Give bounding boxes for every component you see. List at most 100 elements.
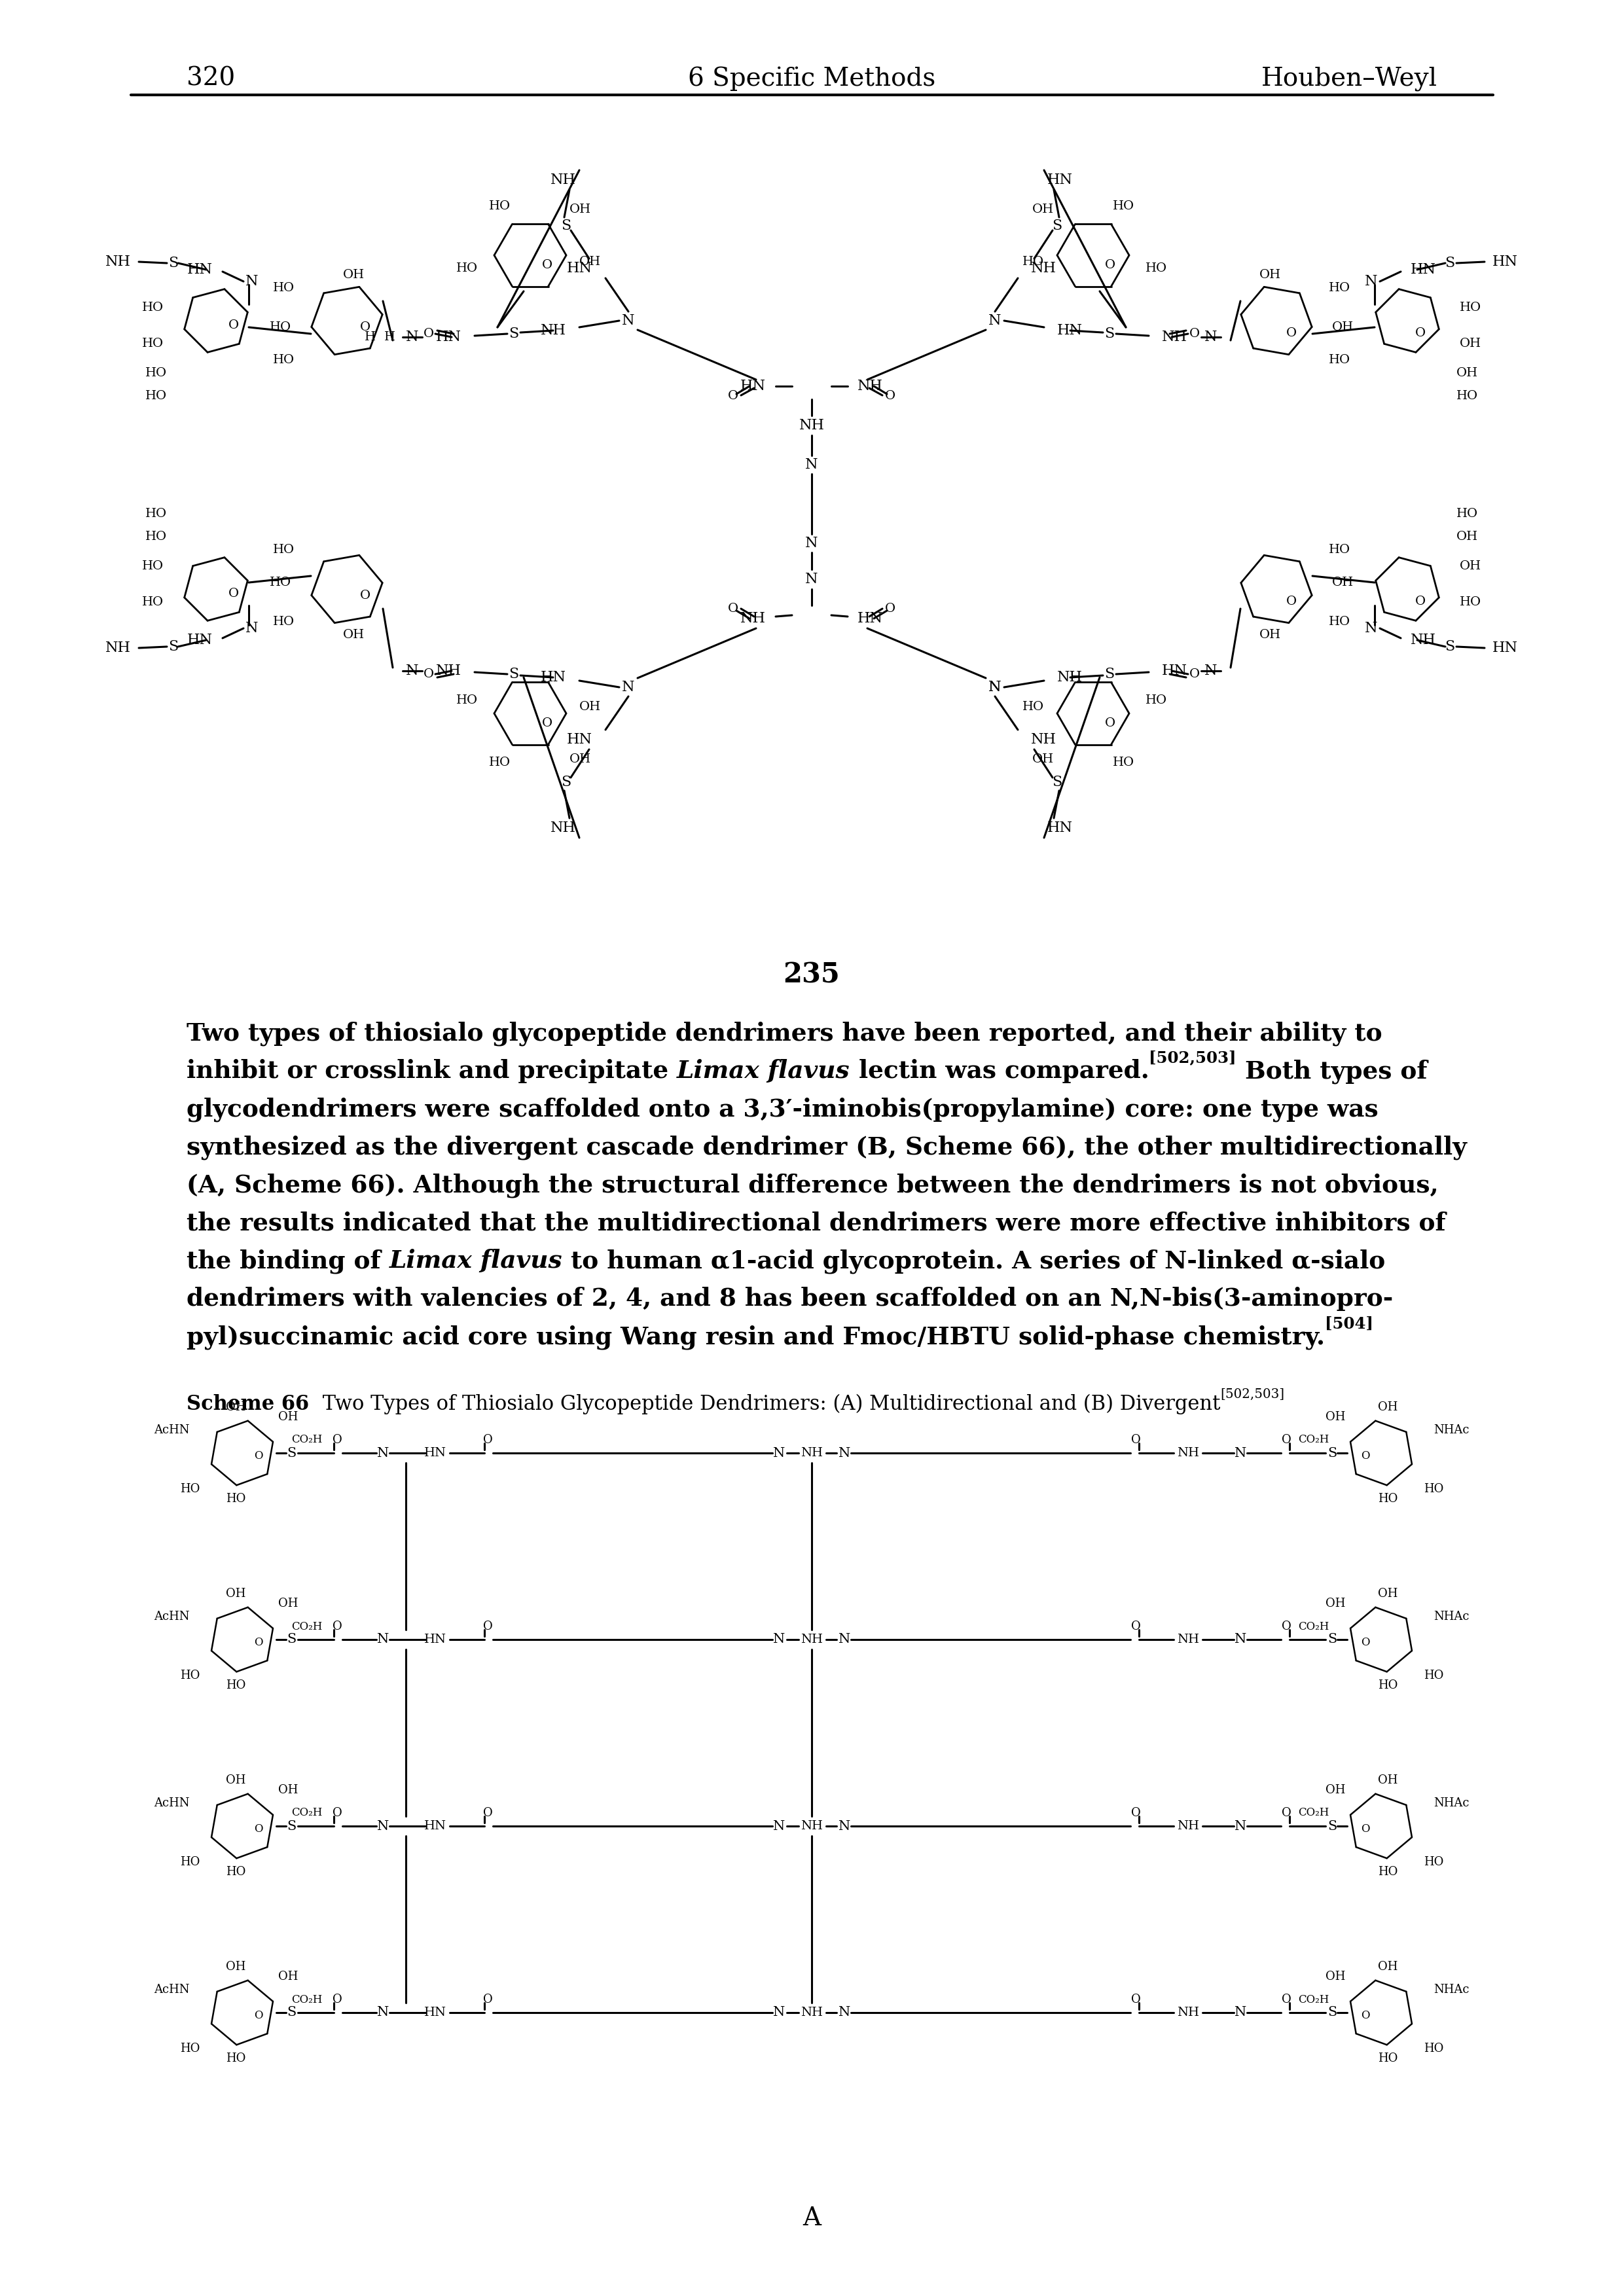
Text: N: N xyxy=(1364,273,1377,289)
Text: [502,503]: [502,503] xyxy=(1220,1389,1285,1401)
Text: OH: OH xyxy=(1457,367,1478,379)
Text: synthesized as the divergent cascade dendrimer (B, Scheme 66), the other multidi: synthesized as the divergent cascade den… xyxy=(187,1134,1466,1159)
Text: N: N xyxy=(989,680,1002,693)
Text: Houben–Weyl: Houben–Weyl xyxy=(1262,67,1437,92)
Text: NH: NH xyxy=(1161,331,1187,344)
Text: N: N xyxy=(773,2007,784,2018)
Text: AcHN: AcHN xyxy=(154,1984,190,1995)
Text: S: S xyxy=(1327,1821,1337,1832)
Text: to human α1-acid glycoprotein. A series of N-linked α-sialo: to human α1-acid glycoprotein. A series … xyxy=(562,1249,1385,1274)
Text: OH: OH xyxy=(570,753,591,765)
Text: HO: HO xyxy=(1328,615,1351,627)
Text: OH: OH xyxy=(278,1412,299,1424)
Text: OH: OH xyxy=(226,1401,245,1412)
Text: HO: HO xyxy=(180,1855,200,1869)
Text: N: N xyxy=(377,1446,388,1460)
Text: O: O xyxy=(542,716,552,730)
Text: HO: HO xyxy=(145,390,167,402)
Text: N: N xyxy=(838,2007,851,2018)
Text: S: S xyxy=(1327,1632,1337,1646)
Text: S: S xyxy=(286,2007,296,2018)
Text: CO₂H: CO₂H xyxy=(1298,1621,1328,1632)
Text: O: O xyxy=(1415,328,1426,340)
Text: O: O xyxy=(728,604,739,615)
Text: CO₂H: CO₂H xyxy=(291,1993,322,2004)
Text: O: O xyxy=(333,1993,343,2004)
Text: inhibit or crosslink and precipitate: inhibit or crosslink and precipitate xyxy=(187,1058,677,1084)
Text: HO: HO xyxy=(141,338,164,349)
Text: HN: HN xyxy=(424,2007,447,2018)
Text: HN: HN xyxy=(541,670,567,684)
Text: N: N xyxy=(806,572,818,585)
Text: NH: NH xyxy=(435,664,461,677)
Text: NH: NH xyxy=(801,1635,823,1646)
Text: HO: HO xyxy=(145,367,167,379)
Text: HN: HN xyxy=(1047,820,1073,836)
Text: O: O xyxy=(1130,1993,1140,2004)
Text: O: O xyxy=(482,1807,492,1818)
Text: the results indicated that the multidirectional dendrimers were more effective i: the results indicated that the multidire… xyxy=(187,1210,1445,1235)
Text: N: N xyxy=(1205,664,1218,677)
Text: O: O xyxy=(1281,1435,1291,1446)
Text: HO: HO xyxy=(1112,200,1135,211)
Text: HN: HN xyxy=(567,732,593,746)
Text: O: O xyxy=(253,1451,263,1460)
Text: N: N xyxy=(838,1632,851,1646)
Text: O: O xyxy=(361,590,370,602)
Text: NH: NH xyxy=(857,379,883,393)
Text: NH: NH xyxy=(1177,2007,1199,2018)
Text: HN: HN xyxy=(424,1446,447,1458)
Text: N: N xyxy=(377,1632,388,1646)
Text: S: S xyxy=(508,666,518,682)
Text: N: N xyxy=(1205,331,1218,344)
Text: OH: OH xyxy=(1377,1589,1398,1600)
Text: HO: HO xyxy=(145,507,167,519)
Text: OH: OH xyxy=(1332,576,1354,588)
Text: O: O xyxy=(1281,1807,1291,1818)
Text: HO: HO xyxy=(1457,507,1478,519)
Text: (A, Scheme 66). Although the structural difference between the dendrimers is not: (A, Scheme 66). Although the structural … xyxy=(187,1173,1439,1199)
Text: OH: OH xyxy=(278,1598,299,1609)
Text: S: S xyxy=(1052,776,1062,790)
Text: HN: HN xyxy=(435,331,461,344)
Text: O: O xyxy=(1361,2009,1369,2020)
Text: OH: OH xyxy=(580,255,601,269)
Text: 320: 320 xyxy=(187,67,235,90)
Text: OH: OH xyxy=(1460,560,1481,572)
Text: OH: OH xyxy=(1033,753,1054,765)
Text: S: S xyxy=(1445,641,1455,654)
Text: O: O xyxy=(1361,1637,1369,1649)
Text: HN: HN xyxy=(1492,255,1518,269)
Text: HO: HO xyxy=(180,1669,200,1681)
Text: HN: HN xyxy=(424,1635,447,1646)
Text: HN: HN xyxy=(1047,172,1073,188)
Text: O: O xyxy=(333,1807,343,1818)
Text: S: S xyxy=(1445,255,1455,271)
Text: O: O xyxy=(253,1637,263,1649)
Text: HO: HO xyxy=(1460,301,1481,315)
Text: O: O xyxy=(1130,1807,1140,1818)
Text: HN: HN xyxy=(1161,664,1187,677)
Text: HO: HO xyxy=(1328,354,1351,365)
Text: OH: OH xyxy=(278,1970,299,1981)
Text: Two Types of Thiosialo Glycopeptide Dendrimers: (A) Multidirectional and (B) Div: Two Types of Thiosialo Glycopeptide Dend… xyxy=(317,1394,1220,1414)
Text: OH: OH xyxy=(1325,1784,1345,1795)
Text: S: S xyxy=(1104,666,1114,682)
Text: O: O xyxy=(885,390,895,402)
Text: N: N xyxy=(806,535,818,551)
Text: S: S xyxy=(286,1632,296,1646)
Text: HO: HO xyxy=(1424,1669,1444,1681)
Text: H: H xyxy=(364,331,375,342)
Text: HO: HO xyxy=(141,560,164,572)
Text: [504]: [504] xyxy=(1325,1316,1374,1332)
Text: S: S xyxy=(1327,1446,1337,1460)
Text: pyl)succinamic acid core using Wang resin and Fmoc/HBTU solid-phase chemistry.: pyl)succinamic acid core using Wang resi… xyxy=(187,1325,1325,1350)
Text: HO: HO xyxy=(180,1483,200,1495)
Text: lectin was compared.: lectin was compared. xyxy=(849,1058,1150,1084)
Text: HO: HO xyxy=(1460,597,1481,608)
Text: S: S xyxy=(169,255,179,271)
Text: HO: HO xyxy=(1457,390,1478,402)
Text: OH: OH xyxy=(1325,1970,1345,1981)
Text: HO: HO xyxy=(1328,282,1351,294)
Text: O: O xyxy=(227,588,239,599)
